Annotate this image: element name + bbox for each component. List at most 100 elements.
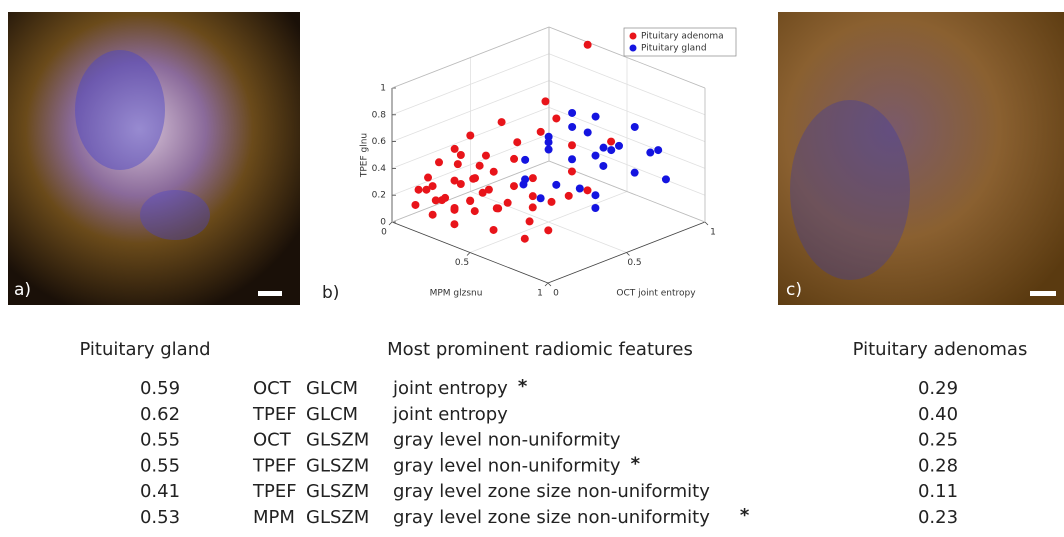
- gland-value: 0.53: [140, 507, 180, 528]
- data-point: [475, 161, 484, 170]
- axis-line: [391, 26, 550, 89]
- data-point: [630, 168, 639, 177]
- data-point: [435, 158, 443, 167]
- feature: gray level zone size non-uniformity: [393, 481, 710, 502]
- data-point: [453, 160, 462, 169]
- data-point: [607, 146, 616, 155]
- microscopy-image-a: [8, 12, 300, 305]
- modality: TPEF: [252, 404, 297, 425]
- gland-region: [75, 50, 165, 170]
- significance-mark: *: [518, 376, 528, 397]
- legend-label: Pituitary gland: [641, 44, 707, 54]
- data-point: [568, 122, 577, 131]
- data-point: [424, 173, 433, 182]
- axis-line: [391, 221, 549, 284]
- tick-mark: [388, 221, 393, 226]
- gland-value: 0.55: [140, 430, 180, 451]
- feature: joint entropy: [392, 404, 508, 425]
- table-header: Most prominent radiomic features: [387, 339, 693, 360]
- data-point: [478, 188, 487, 197]
- matrix: GLSZM: [306, 430, 369, 451]
- table-header: Pituitary gland: [79, 339, 210, 360]
- data-point: [466, 131, 475, 140]
- adenoma-value: 0.28: [918, 455, 958, 476]
- data-point: [503, 198, 512, 207]
- data-point: [520, 234, 529, 243]
- gland-region: [140, 190, 210, 240]
- tick-mark: [626, 252, 630, 256]
- y-tick-label: 0.5: [627, 258, 641, 268]
- z-tick-label: 0: [380, 218, 386, 228]
- data-point: [509, 182, 518, 191]
- data-point: [599, 161, 608, 170]
- grid-line: [470, 191, 627, 253]
- data-point: [431, 196, 440, 205]
- adenoma-value: 0.25: [918, 430, 958, 451]
- data-point: [441, 193, 450, 202]
- data-point: [583, 186, 592, 195]
- matrix: GLSZM: [306, 507, 369, 528]
- significance-mark: *: [740, 505, 750, 526]
- panel-label: c): [786, 280, 802, 300]
- data-point: [654, 146, 663, 155]
- data-point: [568, 141, 576, 150]
- data-point: [428, 210, 437, 219]
- gland-value: 0.59: [140, 378, 180, 399]
- data-point: [481, 151, 490, 160]
- feature: gray level zone size non-uniformity: [393, 507, 710, 528]
- data-point: [575, 184, 584, 193]
- data-point: [591, 112, 600, 121]
- adenoma-value: 0.23: [918, 507, 958, 528]
- scale-bar: [1030, 291, 1056, 296]
- z-axis-label: TPEF glnu: [360, 133, 370, 178]
- y-tick-label: 1: [710, 228, 716, 238]
- data-point: [519, 180, 528, 189]
- data-point: [450, 220, 459, 229]
- data-point: [544, 145, 553, 154]
- data-point: [552, 114, 561, 123]
- data-point: [513, 138, 522, 147]
- tick-mark: [544, 282, 549, 287]
- gland-value: 0.41: [140, 481, 180, 502]
- tick-mark: [704, 221, 709, 226]
- y-tick-label: 0: [553, 289, 559, 299]
- feature-table: Pituitary gland Most prominent radiomic f…: [79, 339, 1027, 528]
- data-point: [450, 205, 459, 214]
- data-point: [528, 174, 537, 183]
- modality: MPM: [253, 507, 295, 528]
- legend-label: Pituitary adenoma: [641, 32, 724, 42]
- axis-line: [548, 26, 706, 89]
- adenoma-value: 0.40: [918, 404, 958, 425]
- data-point: [583, 40, 592, 49]
- table-header: Pituitary adenomas: [853, 339, 1028, 360]
- data-point: [583, 128, 592, 137]
- z-tick-label: 0.2: [372, 191, 386, 201]
- data-point: [470, 207, 479, 216]
- data-point: [646, 148, 655, 157]
- data-point: [411, 200, 420, 209]
- data-point: [466, 196, 475, 205]
- x-tick-label: 0.5: [455, 258, 469, 268]
- data-point: [528, 203, 537, 212]
- x-axis-label: MPM glzsnu: [430, 289, 483, 299]
- data-point: [525, 217, 534, 226]
- x-tick-label: 0: [381, 228, 387, 238]
- data-point: [599, 143, 608, 152]
- data-point: [456, 180, 465, 188]
- data-point: [536, 127, 545, 136]
- data-point: [591, 151, 600, 160]
- data-point: [661, 175, 670, 184]
- matrix: GLCM: [306, 404, 358, 425]
- feature: joint entropy: [392, 378, 508, 399]
- data-point: [428, 182, 437, 191]
- matrix: GLSZM: [306, 481, 369, 502]
- data-point: [528, 192, 537, 201]
- adenoma-value: 0.29: [918, 378, 958, 399]
- x-tick-label: 1: [537, 289, 543, 299]
- data-point: [450, 144, 459, 153]
- data-point: [630, 122, 639, 131]
- modality: TPEF: [252, 481, 297, 502]
- data-point: [568, 108, 577, 117]
